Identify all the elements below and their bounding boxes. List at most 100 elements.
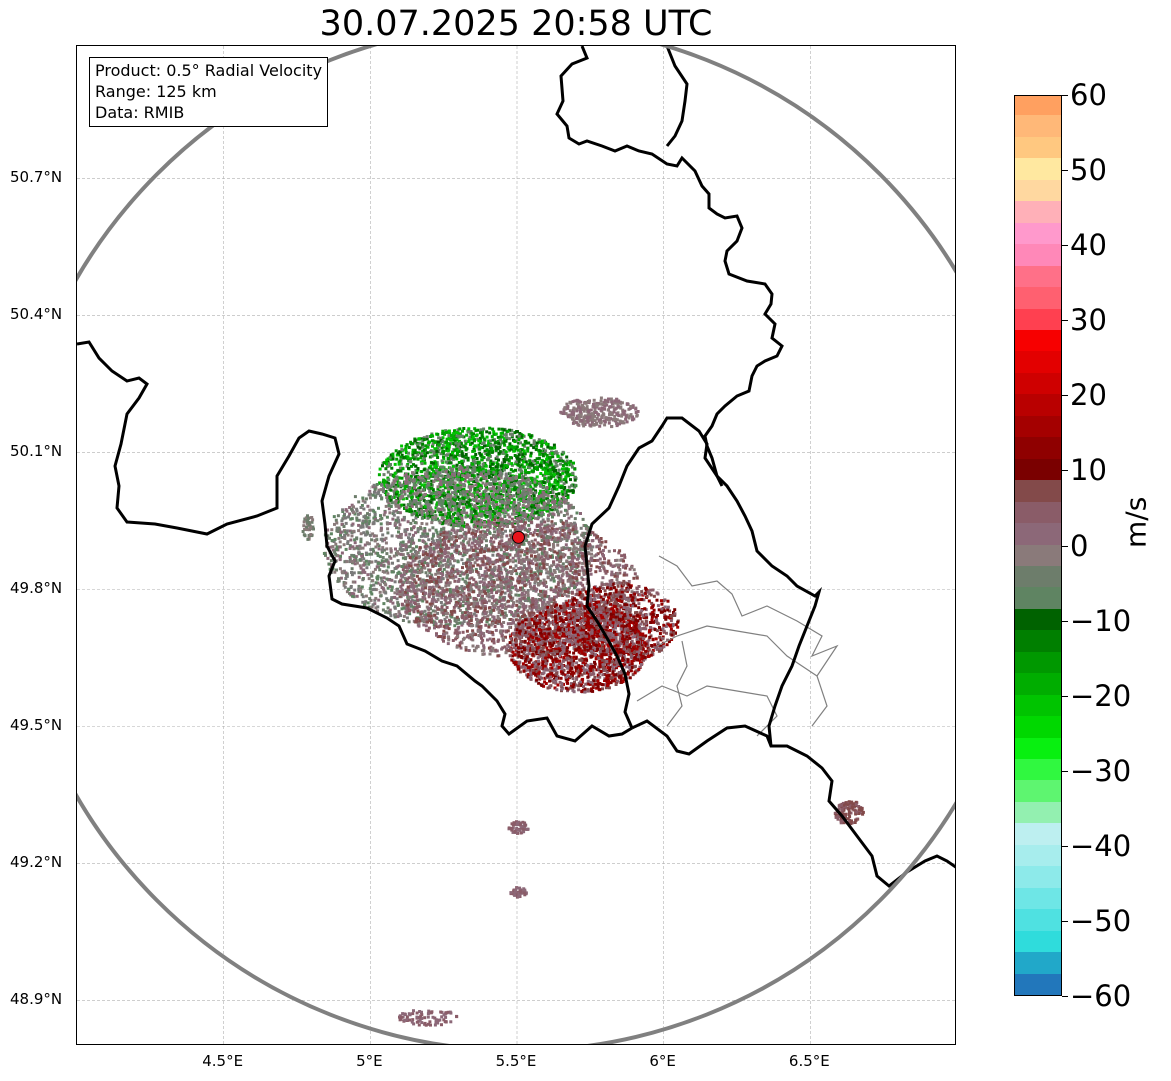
colorbar-segment (1015, 157, 1061, 180)
colorbar-tick (1062, 95, 1068, 96)
data-source-label: Data: RMIB (95, 103, 185, 122)
colorbar-unit-label: m/s (1119, 496, 1153, 548)
colorbar-tick (1062, 245, 1068, 247)
colorbar-segment (1015, 458, 1061, 481)
colorbar-tick (1062, 545, 1068, 547)
colorbar-segment (1015, 243, 1061, 266)
colorbar-segment (1015, 393, 1061, 416)
colorbar-segment (1015, 887, 1061, 910)
colorbar-tick-label: 20 (1070, 378, 1107, 413)
colorbar-tick-label: −20 (1070, 678, 1132, 713)
radar-echoes (301, 396, 865, 1027)
lat-tick-label: 49.2°N (10, 853, 63, 872)
colorbar-tick (1062, 320, 1068, 322)
colorbar-segment (1015, 436, 1061, 459)
map-title: 30.07.2025 20:58 UTC (319, 4, 713, 44)
country-border-luxembourg-france (631, 719, 955, 888)
colorbar-tick (1062, 695, 1068, 697)
range-label: Range: 125 km (95, 82, 217, 101)
colorbar-tick (1062, 770, 1068, 772)
colorbar-segment (1015, 308, 1061, 330)
colorbar-tick-label: 50 (1070, 153, 1107, 188)
admin-border-line (656, 625, 818, 677)
colorbar-segment (1015, 930, 1061, 953)
lon-tick-label: 6°E (649, 1052, 676, 1070)
lat-tick-label: 49.5°N (10, 716, 63, 735)
colorbar-tick (1062, 395, 1068, 397)
colorbar-segment (1015, 565, 1061, 588)
lat-tick-label: 49.8°N (10, 579, 63, 598)
admin-borders (636, 555, 839, 737)
colorbar-segment (1015, 479, 1061, 502)
lon-tick-label: 4.5°E (202, 1052, 244, 1070)
colorbar-tick-label: 60 (1070, 78, 1107, 112)
colorbar-segment (1015, 780, 1061, 802)
lat-tick-label: 48.9°N (10, 990, 63, 1009)
admin-border-line (658, 555, 839, 727)
colorbar-segment (1015, 629, 1061, 652)
colorbar-segment (1015, 586, 1061, 609)
lat-tick-label: 50.4°N (10, 305, 63, 324)
country-border-belgium-luxembourg (583, 416, 724, 729)
lon-tick-label: 5.5°E (495, 1052, 537, 1070)
colorbar-segment (1015, 415, 1061, 438)
product-info-box: Product: 0.5° Radial Velocity Range: 125… (89, 57, 329, 127)
country-border-luxembourg-germany (705, 445, 823, 747)
colorbar-segment (1015, 715, 1061, 738)
colorbar-segment (1015, 758, 1061, 781)
colorbar-tick-label: −50 (1070, 903, 1132, 938)
colorbar-segment (1015, 265, 1061, 288)
colorbar-segment (1015, 329, 1061, 352)
lat-tick-label: 50.7°N (10, 168, 63, 187)
colorbar-segment (1015, 822, 1061, 845)
colorbar-segment (1015, 286, 1061, 309)
colorbar-segment (1015, 179, 1061, 202)
colorbar-segment (1015, 908, 1061, 931)
colorbar-segment (1015, 136, 1061, 159)
colorbar-tick-label: −30 (1070, 753, 1132, 788)
colorbar-tick-label: 0 (1070, 528, 1089, 563)
lat-tick-label: 50.1°N (10, 442, 63, 461)
colorbar-segment (1015, 200, 1061, 223)
colorbar-tick (1062, 620, 1068, 622)
country-border-belgium-france-west (77, 340, 633, 743)
admin-border-line (666, 640, 688, 727)
country-border-netherlands-germany-east (665, 46, 689, 147)
colorbar-tick (1062, 920, 1068, 922)
radar-map-canvas[interactable] (77, 46, 956, 1045)
colorbar-segment (1015, 694, 1061, 717)
colorbar-tick-label: 30 (1070, 303, 1107, 338)
radar-site-marker[interactable] (511, 530, 525, 544)
colorbar-segment (1015, 96, 1061, 116)
colorbar-tick (1062, 170, 1068, 172)
colorbar-segment (1015, 501, 1061, 524)
colorbar-segment (1015, 522, 1061, 545)
colorbar-segment (1015, 973, 1061, 995)
colorbar-segment (1015, 865, 1061, 888)
colorbar-tick-label: 10 (1070, 453, 1107, 488)
colorbar-tick (1062, 470, 1068, 472)
colorbar-segment (1015, 544, 1061, 566)
admin-border-line (636, 685, 778, 737)
colorbar-segment (1015, 672, 1061, 695)
colorbar-segment (1015, 651, 1061, 674)
colorbar-segment (1015, 737, 1061, 760)
colorbar-tick-label: −60 (1070, 979, 1132, 1013)
colorbar-segment (1015, 844, 1061, 867)
lon-tick-label: 5°E (356, 1052, 383, 1070)
colorbar-segment (1015, 114, 1061, 137)
colorbar-segment (1015, 608, 1061, 631)
colorbar-segment (1015, 222, 1061, 245)
colorbar-tick (1062, 996, 1068, 997)
radar-site-dot[interactable] (511, 530, 525, 544)
velocity-colorbar (1014, 95, 1062, 996)
lon-tick-label: 6.5°E (788, 1052, 830, 1070)
product-label: Product: 0.5° Radial Velocity (95, 61, 323, 80)
radar-map[interactable] (76, 45, 956, 1045)
colorbar-tick-label: −10 (1070, 603, 1132, 638)
colorbar-tick (1062, 845, 1068, 847)
colorbar-segment (1015, 801, 1061, 824)
colorbar-segment (1015, 951, 1061, 974)
colorbar-tick-label: 40 (1070, 228, 1107, 263)
colorbar-tick-label: −40 (1070, 828, 1132, 863)
